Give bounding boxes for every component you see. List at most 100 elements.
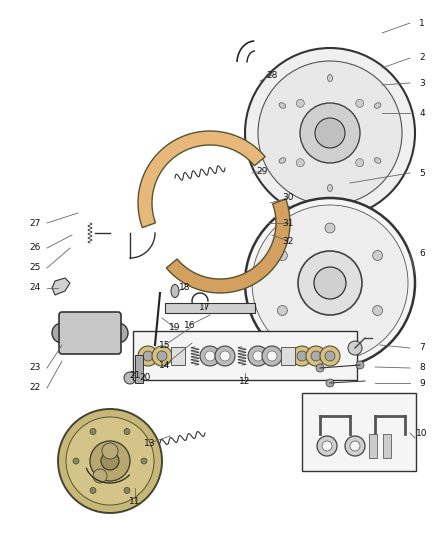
Polygon shape <box>52 278 70 295</box>
Circle shape <box>300 103 360 163</box>
FancyBboxPatch shape <box>59 312 121 354</box>
Circle shape <box>52 323 72 343</box>
Circle shape <box>143 351 153 361</box>
Circle shape <box>373 251 383 261</box>
Circle shape <box>141 458 147 464</box>
Ellipse shape <box>328 184 332 191</box>
Text: 22: 22 <box>29 384 41 392</box>
Circle shape <box>315 118 345 148</box>
Circle shape <box>108 323 128 343</box>
Text: 17: 17 <box>199 303 211 312</box>
Circle shape <box>348 341 362 355</box>
Ellipse shape <box>374 103 381 108</box>
Circle shape <box>73 458 79 464</box>
Text: 8: 8 <box>419 364 425 373</box>
Text: 30: 30 <box>282 193 294 203</box>
Circle shape <box>296 159 304 167</box>
Text: 3: 3 <box>419 78 425 87</box>
Text: 18: 18 <box>179 284 191 293</box>
Circle shape <box>124 372 136 384</box>
Circle shape <box>262 346 282 366</box>
Circle shape <box>138 346 158 366</box>
Circle shape <box>101 452 119 470</box>
Circle shape <box>152 346 172 366</box>
Circle shape <box>356 361 364 369</box>
Circle shape <box>311 351 321 361</box>
Text: 10: 10 <box>416 429 428 438</box>
Circle shape <box>124 429 130 434</box>
Circle shape <box>66 417 154 505</box>
Text: 6: 6 <box>419 248 425 257</box>
FancyBboxPatch shape <box>302 393 416 471</box>
Circle shape <box>102 443 118 459</box>
Bar <box>383 434 391 458</box>
Circle shape <box>325 351 335 361</box>
Text: 20: 20 <box>139 374 151 383</box>
Text: 32: 32 <box>283 237 294 246</box>
Text: 19: 19 <box>169 324 181 333</box>
Circle shape <box>292 346 312 366</box>
Ellipse shape <box>328 75 332 82</box>
Circle shape <box>93 469 107 483</box>
Circle shape <box>252 205 408 361</box>
Circle shape <box>320 346 340 366</box>
Circle shape <box>277 305 287 316</box>
Text: 24: 24 <box>29 284 41 293</box>
Circle shape <box>245 198 415 368</box>
Text: 9: 9 <box>419 378 425 387</box>
Text: 28: 28 <box>266 70 278 79</box>
Text: 15: 15 <box>159 341 171 350</box>
Circle shape <box>325 333 335 343</box>
Text: 2: 2 <box>419 53 425 62</box>
Text: 14: 14 <box>159 360 171 369</box>
Circle shape <box>200 346 220 366</box>
Ellipse shape <box>279 103 286 108</box>
Text: 23: 23 <box>29 364 41 373</box>
Circle shape <box>322 441 332 451</box>
Circle shape <box>124 488 130 494</box>
Circle shape <box>267 351 277 361</box>
Circle shape <box>306 346 326 366</box>
Text: 27: 27 <box>29 219 41 228</box>
Bar <box>135 355 143 383</box>
Circle shape <box>298 251 362 315</box>
Text: 5: 5 <box>419 168 425 177</box>
Circle shape <box>157 351 167 361</box>
Ellipse shape <box>199 303 209 312</box>
Bar <box>171 347 185 365</box>
Text: 4: 4 <box>419 109 425 117</box>
Circle shape <box>326 379 334 387</box>
Text: 31: 31 <box>282 219 294 228</box>
Ellipse shape <box>212 303 222 312</box>
Text: 13: 13 <box>144 439 156 448</box>
Text: 11: 11 <box>129 497 141 505</box>
Text: 12: 12 <box>239 376 251 385</box>
Ellipse shape <box>186 303 196 312</box>
Circle shape <box>215 346 235 366</box>
Text: 7: 7 <box>419 343 425 352</box>
Polygon shape <box>138 131 265 228</box>
Circle shape <box>90 429 96 434</box>
Circle shape <box>90 488 96 494</box>
Circle shape <box>325 223 335 233</box>
Circle shape <box>90 441 130 481</box>
Circle shape <box>317 436 337 456</box>
Ellipse shape <box>225 303 235 312</box>
Text: 16: 16 <box>184 320 196 329</box>
Circle shape <box>248 346 268 366</box>
Circle shape <box>220 351 230 361</box>
Circle shape <box>316 364 324 372</box>
Circle shape <box>314 267 346 299</box>
Bar <box>165 303 255 313</box>
Text: 1: 1 <box>419 19 425 28</box>
Circle shape <box>345 436 365 456</box>
Bar <box>369 434 377 458</box>
Circle shape <box>356 159 364 167</box>
Text: 26: 26 <box>29 244 41 253</box>
Circle shape <box>58 409 162 513</box>
Circle shape <box>297 351 307 361</box>
Circle shape <box>350 441 360 451</box>
Circle shape <box>245 48 415 218</box>
Polygon shape <box>166 199 290 293</box>
Circle shape <box>253 351 263 361</box>
